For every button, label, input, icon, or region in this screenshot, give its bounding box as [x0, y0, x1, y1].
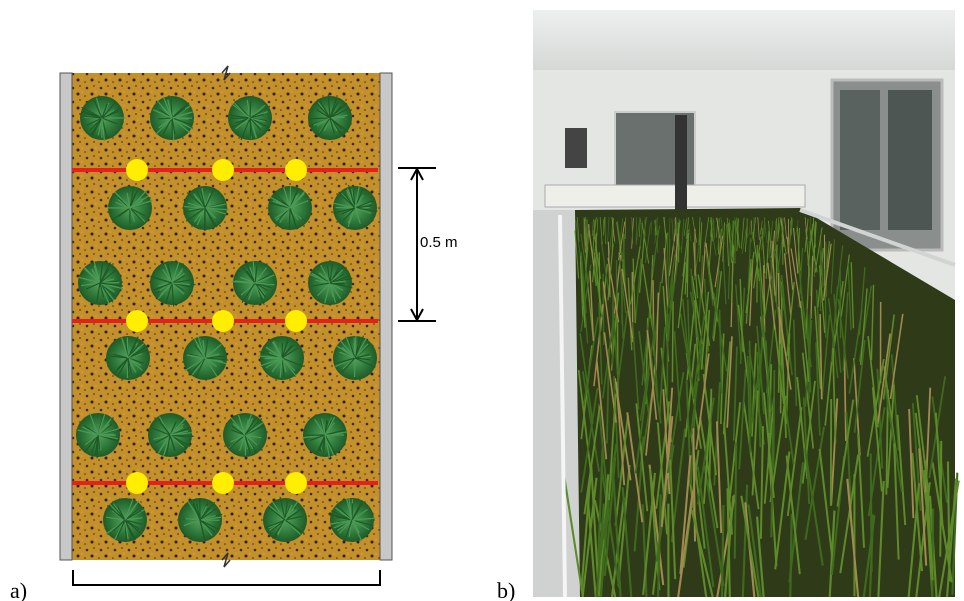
- side-wall: [60, 73, 72, 560]
- motor: [565, 128, 587, 168]
- plant: [228, 96, 272, 140]
- grass-stem: [790, 514, 791, 597]
- dimension-label: 0.5 m: [420, 234, 458, 251]
- figure: 0.5 m a) b): [0, 0, 964, 601]
- plant: [106, 336, 150, 380]
- plant: [178, 498, 222, 542]
- plant-leaf: [250, 100, 251, 118]
- side-wall: [380, 73, 392, 560]
- grass-stem: [773, 370, 774, 470]
- cabinet-glass: [888, 90, 932, 230]
- plant: [108, 186, 153, 230]
- sampling-point: [126, 310, 148, 332]
- grass-stem: [932, 509, 933, 597]
- ceiling: [533, 10, 955, 70]
- grass-stem: [667, 313, 668, 398]
- grass-stem: [722, 505, 723, 597]
- width-bracket: [73, 570, 380, 585]
- probe: [675, 115, 687, 210]
- grass-stem: [788, 219, 789, 253]
- sampling-point: [285, 472, 307, 494]
- plant: [333, 336, 377, 380]
- sampling-point: [212, 159, 234, 181]
- panel-label: a): [10, 578, 27, 601]
- plant: [103, 498, 147, 542]
- sampling-point: [285, 159, 307, 181]
- grass-stem: [871, 453, 872, 571]
- grass-stem: [825, 269, 826, 338]
- sampling-point: [126, 159, 148, 181]
- grass-stem: [782, 224, 783, 265]
- sampling-point: [212, 310, 234, 332]
- diagram-panel: 0.5 m a): [10, 66, 458, 601]
- cabinet-glass: [840, 90, 880, 230]
- sampling-point: [285, 310, 307, 332]
- page: 0.5 m a) b) (() => { const data = JSON.p…: [0, 0, 964, 601]
- panel-label: b): [497, 578, 515, 601]
- plant: [223, 413, 267, 457]
- plant-leaf: [289, 208, 290, 228]
- grass-stem: [672, 301, 673, 382]
- sampling-point: [126, 472, 148, 494]
- photo-panel: b): [497, 10, 959, 601]
- plant: [268, 186, 312, 230]
- sampling-point: [212, 472, 234, 494]
- plant-leaf: [290, 186, 291, 208]
